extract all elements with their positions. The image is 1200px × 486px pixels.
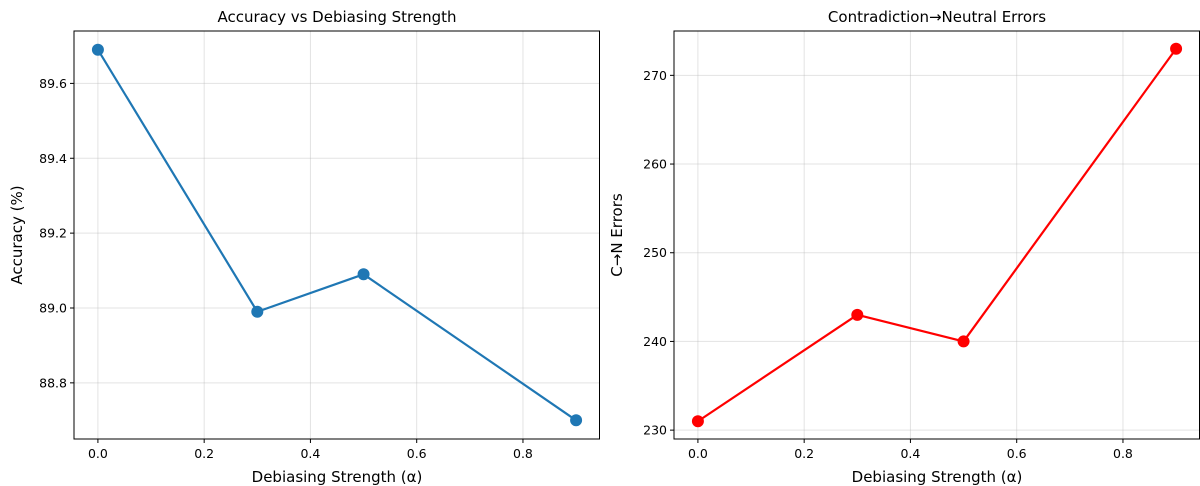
x-tick-label: 0.8 [1113, 446, 1133, 461]
data-point [691, 415, 704, 428]
y-tick-label: 89.4 [39, 151, 67, 166]
y-tick-label: 260 [643, 157, 667, 172]
y-axis-label: C→N Errors [608, 193, 626, 277]
y-tick-label: 88.8 [39, 375, 67, 390]
x-tick-label: 0.0 [688, 446, 708, 461]
y-tick-label: 89.2 [39, 226, 67, 241]
y-tick-label: 240 [643, 334, 667, 349]
x-tick-label: 0.6 [407, 446, 427, 461]
series-line [96, 49, 577, 422]
y-tick-label: 89.0 [39, 300, 67, 315]
x-tick-label: 0.0 [88, 446, 108, 461]
x-tick-label: 0.4 [300, 446, 320, 461]
x-axis-label: Debiasing Strength (α) [852, 468, 1023, 486]
data-point [357, 268, 370, 281]
chart-accuracy: Accuracy vs Debiasing Strength Debiasing… [8, 8, 600, 486]
series-line [697, 48, 1177, 423]
chart-cn-errors: Contradiction→Neutral Errors Debiasing S… [608, 8, 1200, 486]
x-tick-label: 0.6 [1007, 446, 1027, 461]
data-point [851, 308, 864, 321]
y-tick-label: 89.6 [39, 76, 67, 91]
y-tick-label: 270 [643, 68, 667, 83]
plot-frame [73, 30, 600, 440]
data-point [251, 305, 264, 318]
x-tick-label: 0.4 [900, 446, 920, 461]
y-tick-label: 250 [643, 245, 667, 260]
data-point [91, 43, 104, 56]
data-point [1170, 42, 1183, 55]
plot-frame [673, 30, 1200, 440]
y-axis-label: Accuracy (%) [8, 185, 26, 284]
data-point [570, 414, 583, 427]
chart-title: Contradiction→Neutral Errors [828, 8, 1046, 26]
chart-title: Accuracy vs Debiasing Strength [217, 8, 456, 26]
y-tick-label: 230 [643, 423, 667, 438]
data-point [957, 335, 970, 348]
x-tick-label: 0.2 [194, 446, 214, 461]
x-tick-label: 0.8 [513, 446, 533, 461]
x-tick-label: 0.2 [794, 446, 814, 461]
x-axis-label: Debiasing Strength (α) [252, 468, 423, 486]
